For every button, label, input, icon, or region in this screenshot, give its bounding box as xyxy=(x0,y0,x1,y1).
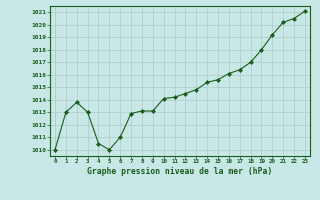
X-axis label: Graphe pression niveau de la mer (hPa): Graphe pression niveau de la mer (hPa) xyxy=(87,167,273,176)
